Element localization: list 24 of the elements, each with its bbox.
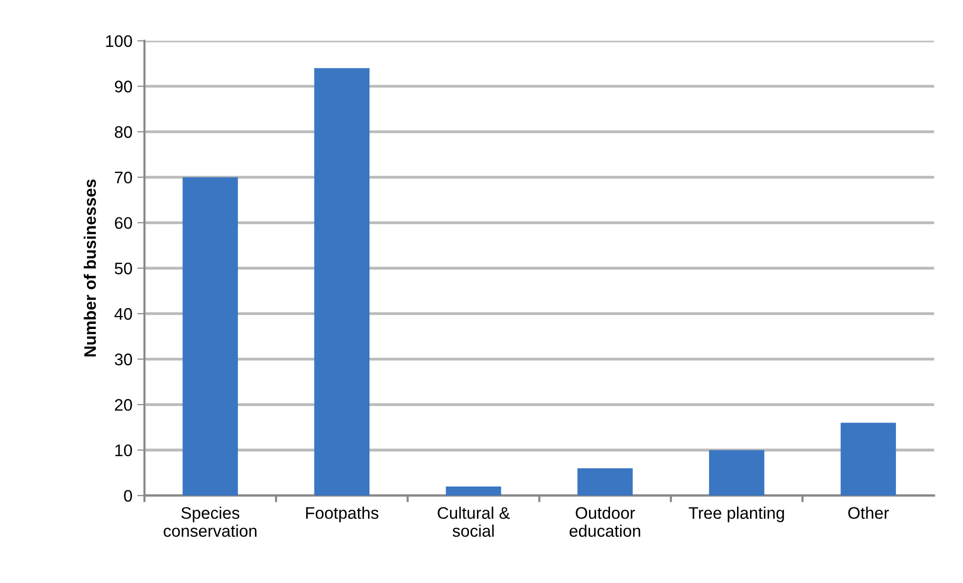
- x-tick-label: Cultural & social: [438, 506, 510, 537]
- x-tick-label: Footpaths: [306, 506, 378, 522]
- bar: [577, 468, 633, 496]
- y-tick-label: 70: [114, 172, 132, 184]
- y-tick-label: 20: [114, 399, 132, 411]
- x-tick-label: Species conservation: [164, 506, 256, 537]
- bar: [840, 422, 896, 496]
- y-axis-title: Number of businesses: [84, 179, 96, 356]
- y-tick-label: 60: [114, 217, 132, 229]
- bar: [314, 68, 370, 496]
- x-tick-label: Outdoor education: [570, 506, 640, 537]
- y-tick-label: 80: [114, 126, 132, 138]
- bar: [446, 486, 502, 496]
- bar: [709, 450, 764, 496]
- y-tick-label: 50: [114, 262, 132, 274]
- x-tick-label: Other: [848, 506, 889, 519]
- y-tick-label: 30: [114, 354, 132, 366]
- y-tick-label: 10: [115, 444, 132, 456]
- y-tick-label: 100: [106, 35, 132, 48]
- x-tick-label: Tree planting: [688, 506, 784, 522]
- bar: [182, 177, 238, 496]
- y-tick-label: 90: [114, 80, 132, 92]
- y-tick-label: 0: [124, 490, 132, 502]
- y-tick-label: 40: [114, 308, 132, 320]
